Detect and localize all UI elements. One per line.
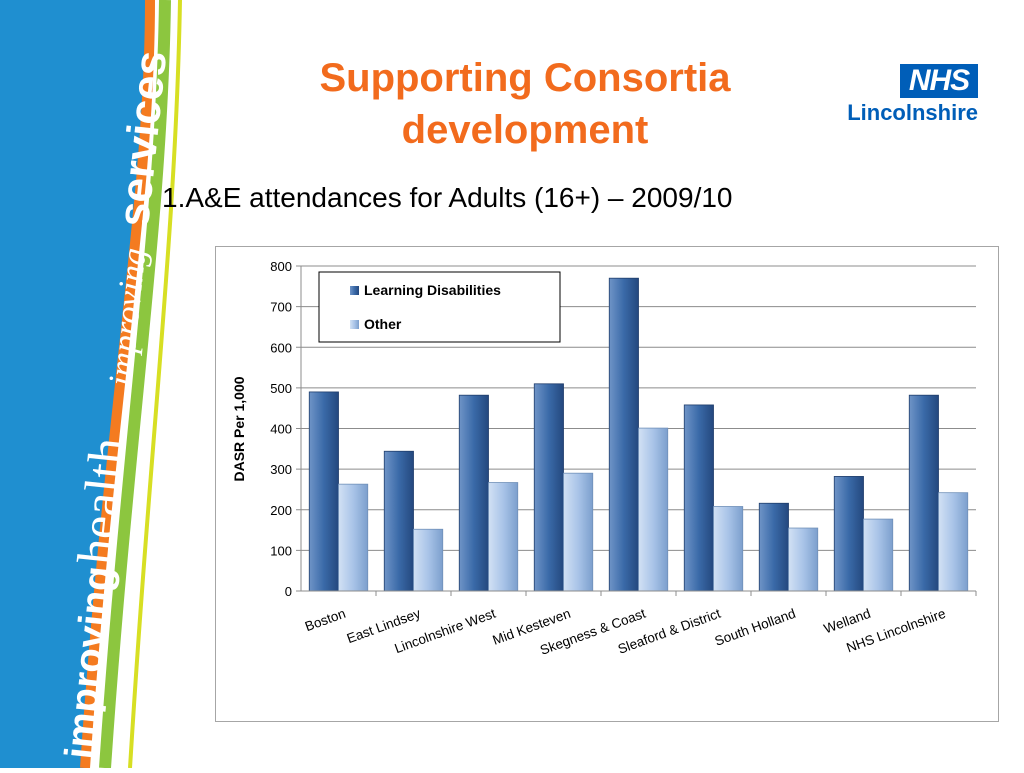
- side-banner: improving health improving services: [0, 0, 215, 769]
- legend-swatch-other: [350, 320, 359, 329]
- x-tick-label: Welland: [822, 606, 873, 637]
- y-tick-label: 700: [270, 300, 292, 315]
- banner-yellow-stripe: [128, 0, 182, 769]
- bar-other: [863, 518, 894, 592]
- bar-other: [413, 528, 444, 592]
- bar-learning-disabilities: [833, 476, 864, 592]
- legend-label-other: Other: [364, 316, 402, 332]
- bar-other: [488, 482, 519, 592]
- x-tick-label: Boston: [303, 606, 348, 634]
- bar-other: [338, 483, 369, 592]
- nhs-lincolnshire-logo: NHS Lincolnshire: [832, 64, 982, 130]
- bar-learning-disabilities: [383, 450, 414, 592]
- y-tick-label: 300: [270, 462, 292, 477]
- legend: Learning Disabilities Other: [318, 271, 561, 343]
- banner-graphic: improving health improving services: [0, 0, 182, 769]
- bar-other: [563, 472, 594, 592]
- y-tick-label: 400: [270, 422, 292, 437]
- bar-learning-disabilities: [683, 404, 714, 592]
- chart-frame: 0 100 200 300 400 500 600 700 800 Boston East Lind…: [215, 246, 999, 722]
- y-tick-label: 0: [285, 584, 292, 599]
- slide-title: Supporting Consortia development: [319, 56, 731, 152]
- bar-learning-disabilities: [608, 277, 639, 592]
- bar-learning-disabilities: [908, 394, 939, 592]
- y-axis-label: DASR Per 1,000: [231, 376, 247, 481]
- logo-region: Lincolnshire: [847, 100, 978, 125]
- y-tick-label: 500: [270, 381, 292, 396]
- legend-swatch-learning: [350, 286, 359, 295]
- bar-learning-disabilities: [533, 383, 564, 592]
- bar-other: [713, 506, 744, 592]
- bar-other: [638, 427, 669, 592]
- y-tick-label: 200: [270, 503, 292, 518]
- nhs-badge: NHS: [900, 64, 978, 98]
- bar-learning-disabilities: [458, 394, 489, 592]
- y-tick-label: 600: [270, 340, 292, 355]
- bars: [308, 277, 969, 592]
- bar-learning-disabilities: [308, 391, 339, 592]
- bar-learning-disabilities: [758, 502, 789, 592]
- legend-box: [318, 271, 561, 343]
- y-tick-label: 800: [270, 259, 292, 274]
- banner-orange-stripe: [80, 0, 155, 769]
- banner-green-stripe: [99, 0, 171, 769]
- slide-subtitle: 1.A&E attendances for Adults (16+) – 200…: [162, 182, 733, 213]
- x-tick-label: South Holland: [713, 606, 798, 649]
- y-tick-label: 100: [270, 543, 292, 558]
- bar-other: [788, 527, 819, 592]
- banner-text-2: health: [68, 435, 138, 567]
- legend-label-learning: Learning Disabilities: [364, 282, 501, 298]
- banner-blue-band: [0, 0, 150, 768]
- bar-other: [938, 492, 969, 592]
